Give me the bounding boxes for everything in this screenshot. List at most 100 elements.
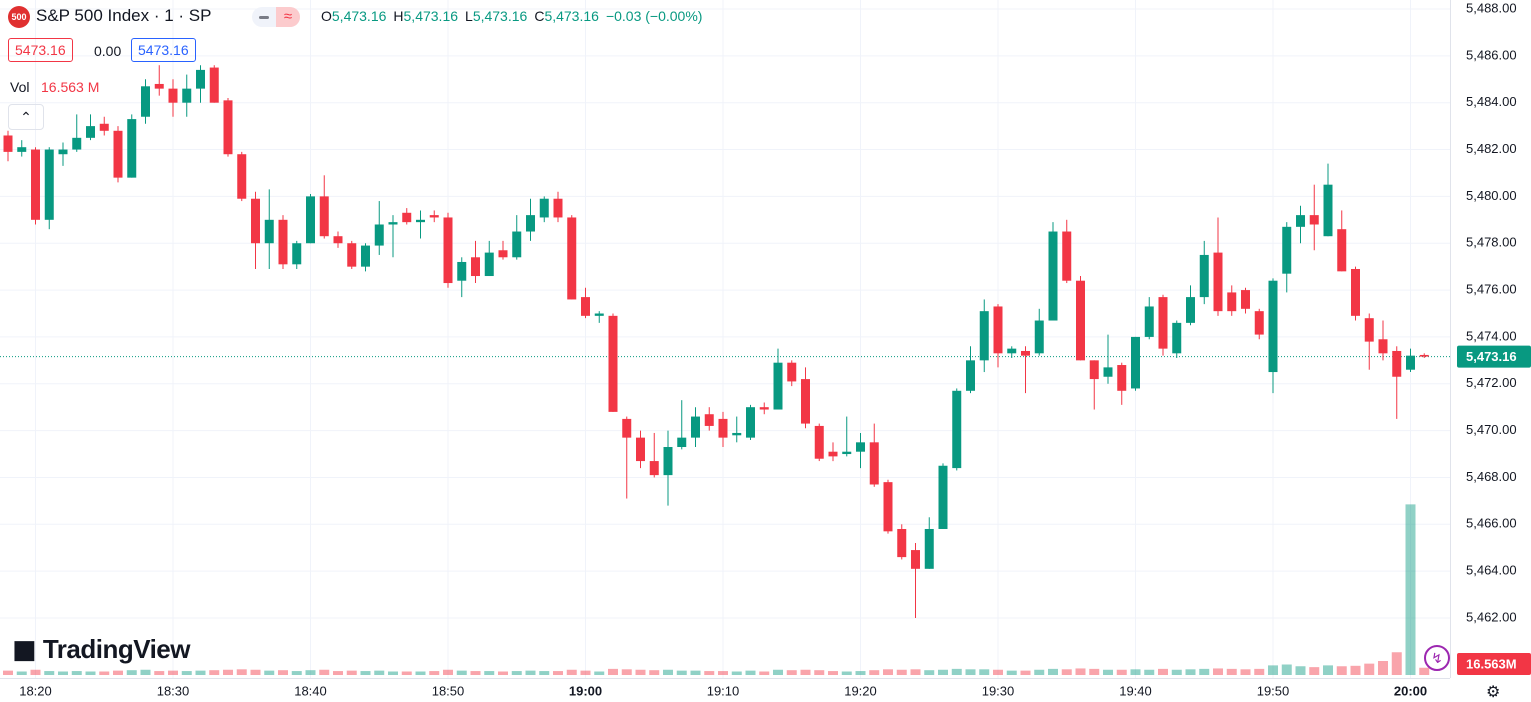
volume-bar <box>333 671 343 675</box>
candle-body <box>1131 336 1140 389</box>
candle-body <box>182 88 192 103</box>
candle <box>209 65 219 103</box>
volume-bar <box>401 671 412 675</box>
volume-bar <box>566 669 577 675</box>
candle <box>306 194 315 244</box>
candle <box>1062 219 1072 284</box>
candle-body <box>718 418 728 438</box>
candle-body <box>1144 306 1154 337</box>
candle <box>567 215 577 300</box>
candle <box>1158 294 1168 356</box>
candle-body <box>594 313 604 316</box>
volume-bar <box>745 670 756 675</box>
candle <box>182 74 192 117</box>
volume-bar <box>993 669 1003 675</box>
candle <box>498 240 508 260</box>
candle <box>1048 222 1058 321</box>
volume-bar <box>800 669 811 675</box>
volume-bar <box>1020 670 1031 675</box>
candle-body <box>498 250 508 258</box>
volume-bar <box>731 671 742 675</box>
volume-bar <box>443 669 453 675</box>
volume-bar <box>786 670 797 675</box>
volume-bar <box>346 670 357 675</box>
badge: 500 <box>8 6 30 28</box>
lightning-button[interactable]: ↯ <box>1424 645 1450 671</box>
ohlc-label: O <box>321 8 332 24</box>
candle-body <box>402 212 412 223</box>
candle <box>443 212 453 288</box>
candle-body <box>1378 339 1388 354</box>
candle-body <box>1406 355 1415 370</box>
candle <box>993 304 1003 368</box>
ohlc-value: 5,473.16 <box>544 8 599 24</box>
volume-bar <box>44 671 55 675</box>
candle <box>883 479 893 534</box>
candle-body <box>979 311 989 361</box>
y-tick-label: 5,476.00 <box>1466 282 1517 297</box>
candle <box>581 287 590 319</box>
candle-body <box>113 130 123 178</box>
candle <box>1419 353 1429 359</box>
ask-box[interactable]: 5473.16 <box>131 38 196 62</box>
candle <box>58 142 68 166</box>
volume-bar <box>704 671 715 675</box>
candle-body <box>141 86 150 117</box>
volume-bar <box>456 670 467 675</box>
candle-body <box>209 67 219 103</box>
volume-bar <box>580 670 591 675</box>
x-tick-label: 19:20 <box>844 683 877 698</box>
volume-bar <box>305 670 316 675</box>
candle <box>17 140 27 157</box>
volume-bar <box>1171 669 1182 675</box>
volume-bar <box>910 669 921 675</box>
volume-bar <box>1006 670 1017 675</box>
candle-body <box>86 126 95 138</box>
candle <box>1241 287 1250 314</box>
candle-body <box>457 261 467 281</box>
settings-button[interactable]: ⚙ <box>1486 684 1501 701</box>
candle <box>718 411 728 448</box>
candle-body <box>1021 350 1030 356</box>
candle <box>347 240 357 269</box>
volume-bar <box>553 671 563 675</box>
volume-bar <box>264 670 275 675</box>
bid-box[interactable]: 5473.16 <box>8 38 73 62</box>
y-tick-label: 5,472.00 <box>1466 375 1517 390</box>
x-tick-label: 18:30 <box>157 683 190 698</box>
candle-body <box>361 245 370 267</box>
candle-body <box>636 437 645 462</box>
volume-bar <box>511 671 522 675</box>
ohlc-label: C <box>534 8 545 24</box>
candle-body <box>856 442 865 452</box>
volume-bar <box>1144 669 1155 675</box>
candle <box>1254 308 1264 340</box>
candle <box>1282 222 1292 293</box>
candle <box>237 151 247 202</box>
candle <box>1034 308 1044 356</box>
candle <box>99 116 109 136</box>
collapse-button[interactable]: ⌃ <box>8 104 44 130</box>
volume-bar <box>1405 504 1416 675</box>
candle-body <box>388 222 398 225</box>
candle <box>649 432 659 478</box>
candle-body <box>264 219 274 244</box>
volume-bar <box>278 670 288 675</box>
candle <box>1268 278 1278 394</box>
y-tick-label: 5,478.00 <box>1466 235 1517 250</box>
volume-bar <box>470 671 481 675</box>
y-tick-label: 5,484.00 <box>1466 94 1517 109</box>
candle <box>622 416 632 499</box>
candle-body <box>581 297 590 316</box>
indicator-toggle[interactable]: ≈ <box>252 7 300 27</box>
candle <box>264 189 274 269</box>
candle <box>319 175 329 239</box>
candle-body <box>924 528 934 569</box>
candle-body <box>278 219 288 265</box>
volume-bar <box>1034 669 1045 675</box>
candle <box>388 215 398 258</box>
candle-body <box>704 414 714 426</box>
candle <box>966 346 975 394</box>
candle-body <box>99 123 109 131</box>
candle-body <box>1103 367 1113 377</box>
